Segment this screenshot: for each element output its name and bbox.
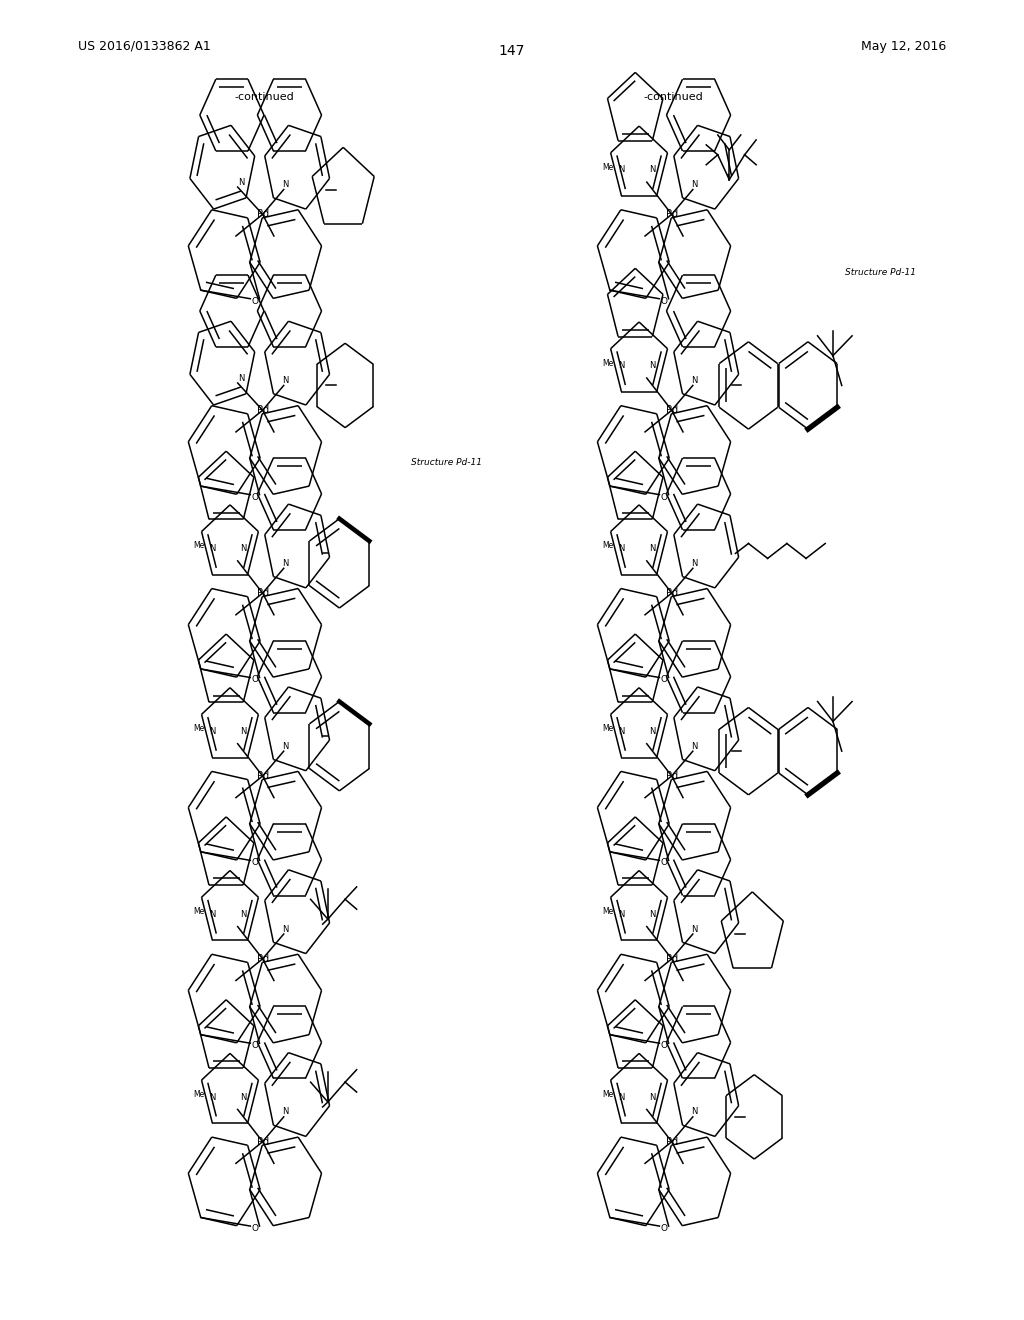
Text: N: N bbox=[239, 374, 245, 383]
Text: N: N bbox=[241, 909, 247, 919]
Text: N: N bbox=[283, 180, 289, 189]
Text: N: N bbox=[210, 727, 216, 735]
Text: N: N bbox=[241, 727, 247, 735]
Text: Me: Me bbox=[194, 541, 205, 550]
Text: N: N bbox=[691, 558, 698, 568]
Text: O: O bbox=[252, 858, 258, 867]
Text: O: O bbox=[252, 676, 258, 685]
Text: N: N bbox=[649, 909, 655, 919]
Text: Me: Me bbox=[603, 162, 614, 172]
Text: N: N bbox=[210, 1093, 216, 1101]
Text: N: N bbox=[241, 544, 247, 553]
Text: N: N bbox=[618, 544, 625, 553]
Text: Me: Me bbox=[603, 1090, 614, 1100]
Text: Me: Me bbox=[194, 1090, 205, 1100]
Text: -continued: -continued bbox=[644, 92, 703, 102]
Text: O: O bbox=[660, 1041, 668, 1051]
Text: Pd: Pd bbox=[257, 771, 268, 781]
Text: N: N bbox=[283, 376, 289, 385]
Text: N: N bbox=[618, 362, 625, 370]
Text: N: N bbox=[618, 165, 625, 174]
Text: Me: Me bbox=[603, 907, 614, 916]
Text: N: N bbox=[649, 1093, 655, 1101]
Text: N: N bbox=[691, 180, 698, 189]
Text: Me: Me bbox=[603, 725, 614, 734]
Text: Pd: Pd bbox=[257, 210, 268, 219]
Text: O: O bbox=[660, 676, 668, 685]
Text: N: N bbox=[691, 1107, 698, 1117]
Text: N: N bbox=[618, 1093, 625, 1101]
Text: N: N bbox=[649, 544, 655, 553]
Text: N: N bbox=[649, 727, 655, 735]
Text: N: N bbox=[241, 1093, 247, 1101]
Text: N: N bbox=[210, 909, 216, 919]
Text: Pd: Pd bbox=[666, 954, 678, 964]
Text: N: N bbox=[691, 924, 698, 933]
Text: Me: Me bbox=[194, 907, 205, 916]
Text: N: N bbox=[283, 924, 289, 933]
Text: N: N bbox=[649, 165, 655, 174]
Text: N: N bbox=[691, 742, 698, 751]
Text: US 2016/0133862 A1: US 2016/0133862 A1 bbox=[78, 40, 210, 53]
Text: Pd: Pd bbox=[666, 210, 678, 219]
Text: O: O bbox=[252, 1224, 258, 1233]
Text: O: O bbox=[660, 297, 668, 306]
Text: O: O bbox=[252, 297, 258, 306]
Text: Me: Me bbox=[194, 725, 205, 734]
Text: N: N bbox=[239, 178, 245, 186]
Text: Me: Me bbox=[603, 541, 614, 550]
Text: Me: Me bbox=[603, 359, 614, 368]
Text: N: N bbox=[283, 742, 289, 751]
Text: Pd: Pd bbox=[257, 405, 268, 416]
Text: N: N bbox=[618, 909, 625, 919]
Text: Pd: Pd bbox=[666, 1137, 678, 1147]
Text: N: N bbox=[283, 1107, 289, 1117]
Text: Pd: Pd bbox=[257, 954, 268, 964]
Text: O: O bbox=[252, 492, 258, 502]
Text: N: N bbox=[618, 727, 625, 735]
Text: N: N bbox=[210, 544, 216, 553]
Text: May 12, 2016: May 12, 2016 bbox=[861, 40, 946, 53]
Text: Pd: Pd bbox=[666, 771, 678, 781]
Text: Structure Pd-11: Structure Pd-11 bbox=[845, 268, 916, 277]
Text: O: O bbox=[252, 1041, 258, 1051]
Text: N: N bbox=[283, 558, 289, 568]
Text: Structure Pd-11: Structure Pd-11 bbox=[411, 458, 481, 466]
Text: O: O bbox=[660, 492, 668, 502]
Text: Pd: Pd bbox=[666, 405, 678, 416]
Text: Pd: Pd bbox=[666, 589, 678, 598]
Text: Pd: Pd bbox=[257, 1137, 268, 1147]
Text: N: N bbox=[649, 362, 655, 370]
Text: N: N bbox=[691, 376, 698, 385]
Text: Pd: Pd bbox=[257, 589, 268, 598]
Text: 147: 147 bbox=[499, 44, 525, 58]
Text: O: O bbox=[660, 1224, 668, 1233]
Text: -continued: -continued bbox=[234, 92, 294, 102]
Text: O: O bbox=[660, 858, 668, 867]
